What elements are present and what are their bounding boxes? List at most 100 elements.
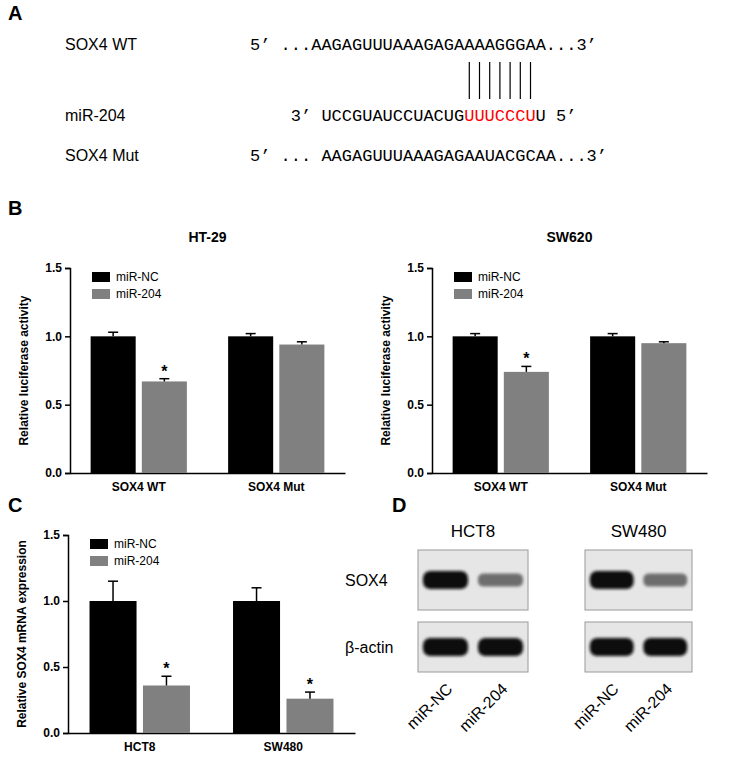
error-bar-cap (659, 341, 669, 343)
bar (142, 381, 187, 473)
x-tick-label: SOX4 WT (112, 480, 167, 494)
bar (90, 601, 137, 733)
y-tick-mark (65, 268, 70, 270)
blot-band (423, 571, 468, 589)
x-tick-label: SOX4 WT (474, 480, 529, 494)
error-bar (161, 676, 171, 685)
y-tick: 1.0 (43, 594, 68, 608)
bar-chart: 0.00.51.01.5HCT8SW480**Relative SOX4 mRN… (15, 528, 356, 753)
x-tick: SOX4 WT (474, 473, 529, 494)
blot-lane-label: miR-NC (403, 680, 455, 732)
plot-marks (453, 334, 687, 473)
legend-label: miR-NC (116, 270, 159, 284)
blot-membrane (418, 622, 528, 672)
blot-row-label: β-actin (345, 639, 393, 656)
blot-membrane (585, 622, 692, 672)
sequence: ... AAGAGUUUAAAGAGAAUACGCAA... (281, 147, 587, 166)
legend-swatch (454, 272, 472, 282)
y-tick-mark (65, 336, 70, 338)
base-pair-bond (530, 62, 531, 99)
bar (590, 336, 635, 473)
y-tick-label: 0.0 (43, 726, 60, 740)
base-pair-bond (469, 62, 470, 99)
y-tick-label: 1.0 (43, 594, 60, 608)
y-tick: 0.5 (407, 398, 432, 412)
base-pair-bond (520, 62, 521, 99)
x-tick-label: SOX4 Mut (610, 480, 667, 494)
prime-end: 3’ (587, 147, 607, 166)
legend-label: miR-NC (478, 270, 521, 284)
bar (233, 601, 280, 733)
blot-lane-label: miR-NC (570, 680, 622, 732)
error-bar (659, 342, 669, 343)
blot-group-label: SW480 (611, 522, 667, 541)
y-tick-label: 1.0 (45, 330, 62, 344)
error-bar (108, 332, 118, 336)
legend-label: miR-204 (478, 287, 524, 301)
y-tick: 0.0 (45, 466, 70, 480)
panel-label: B (8, 197, 22, 219)
x-tick: SOX4 WT (112, 473, 167, 494)
x-tick-label: SOX4 Mut (248, 480, 305, 494)
error-bar (608, 334, 618, 337)
error-bar (246, 334, 256, 337)
y-tick-label: 0.5 (43, 660, 60, 674)
error-bar (470, 334, 480, 337)
legend-swatch (90, 556, 108, 566)
y-tick: 1.5 (43, 528, 68, 542)
y-tick-mark (63, 733, 68, 735)
legend: miR-NC miR-204 (454, 270, 524, 301)
sequence: U (536, 107, 546, 126)
error-bar (252, 588, 262, 601)
x-tick: SW480 (264, 733, 304, 754)
significance-mark: * (307, 676, 314, 693)
panel-label: D (392, 494, 406, 516)
y-tick: 0.0 (43, 726, 68, 740)
bar (453, 336, 498, 473)
legend-label: miR-204 (116, 287, 162, 301)
error-bar-cap (108, 580, 118, 582)
blot-membrane (585, 550, 692, 610)
y-tick-label: 1.5 (407, 261, 424, 275)
legend-swatch (92, 272, 110, 282)
y-axis-title: Relative SOX4 mRNA expression (15, 540, 29, 728)
base-pair-bond (499, 62, 500, 99)
y-tick: 0.5 (45, 398, 70, 412)
legend-swatch (92, 289, 110, 299)
y-tick-mark (427, 336, 432, 338)
legend-label: miR-NC (114, 537, 157, 551)
plot-marks (91, 332, 325, 473)
y-axis: 0.0 0.5 1.0 1.5 (43, 528, 68, 740)
y-tick-label: 0.0 (407, 466, 424, 480)
sequence: UCCGUAUCCUACUG (321, 107, 464, 126)
bar (143, 685, 190, 733)
error-bar-cap (470, 333, 480, 335)
bar (228, 336, 273, 473)
y-axis-line (427, 269, 433, 474)
y-tick-label: 1.5 (45, 261, 62, 275)
y-tick: 1.0 (407, 330, 432, 344)
error-bar-stem (166, 676, 168, 685)
y-tick-mark (427, 473, 432, 475)
sequence-name: SOX4 Mut (65, 147, 139, 164)
x-tick: SOX4 Mut (248, 473, 305, 494)
base-pair-bond (479, 62, 480, 99)
y-tick-mark (63, 601, 68, 603)
blot-row-label: SOX4 (345, 572, 388, 589)
y-tick: 1.5 (407, 261, 432, 275)
y-tick-label: 0.0 (45, 466, 62, 480)
y-tick-label: 0.5 (407, 398, 424, 412)
y-axis-line (63, 536, 69, 734)
blot-band (643, 638, 687, 656)
sequence-name: miR-204 (65, 107, 126, 124)
significance-mark: * (163, 660, 170, 677)
blot-membrane (418, 550, 528, 610)
bar-chart: 0.00.51.01.5SOX4 WTSOX4 Mut*HT-29Relativ… (17, 229, 346, 494)
prime-end: 5’ (556, 107, 576, 126)
blot-band (478, 574, 523, 587)
y-tick-label: 1.5 (43, 528, 60, 542)
sequence: ...AAGAGUUUAAAGAGAAAAGGGAA... (281, 36, 577, 55)
y-tick: 0.0 (407, 466, 432, 480)
chart-title: HT-29 (188, 229, 226, 245)
significance-mark: * (161, 363, 168, 380)
